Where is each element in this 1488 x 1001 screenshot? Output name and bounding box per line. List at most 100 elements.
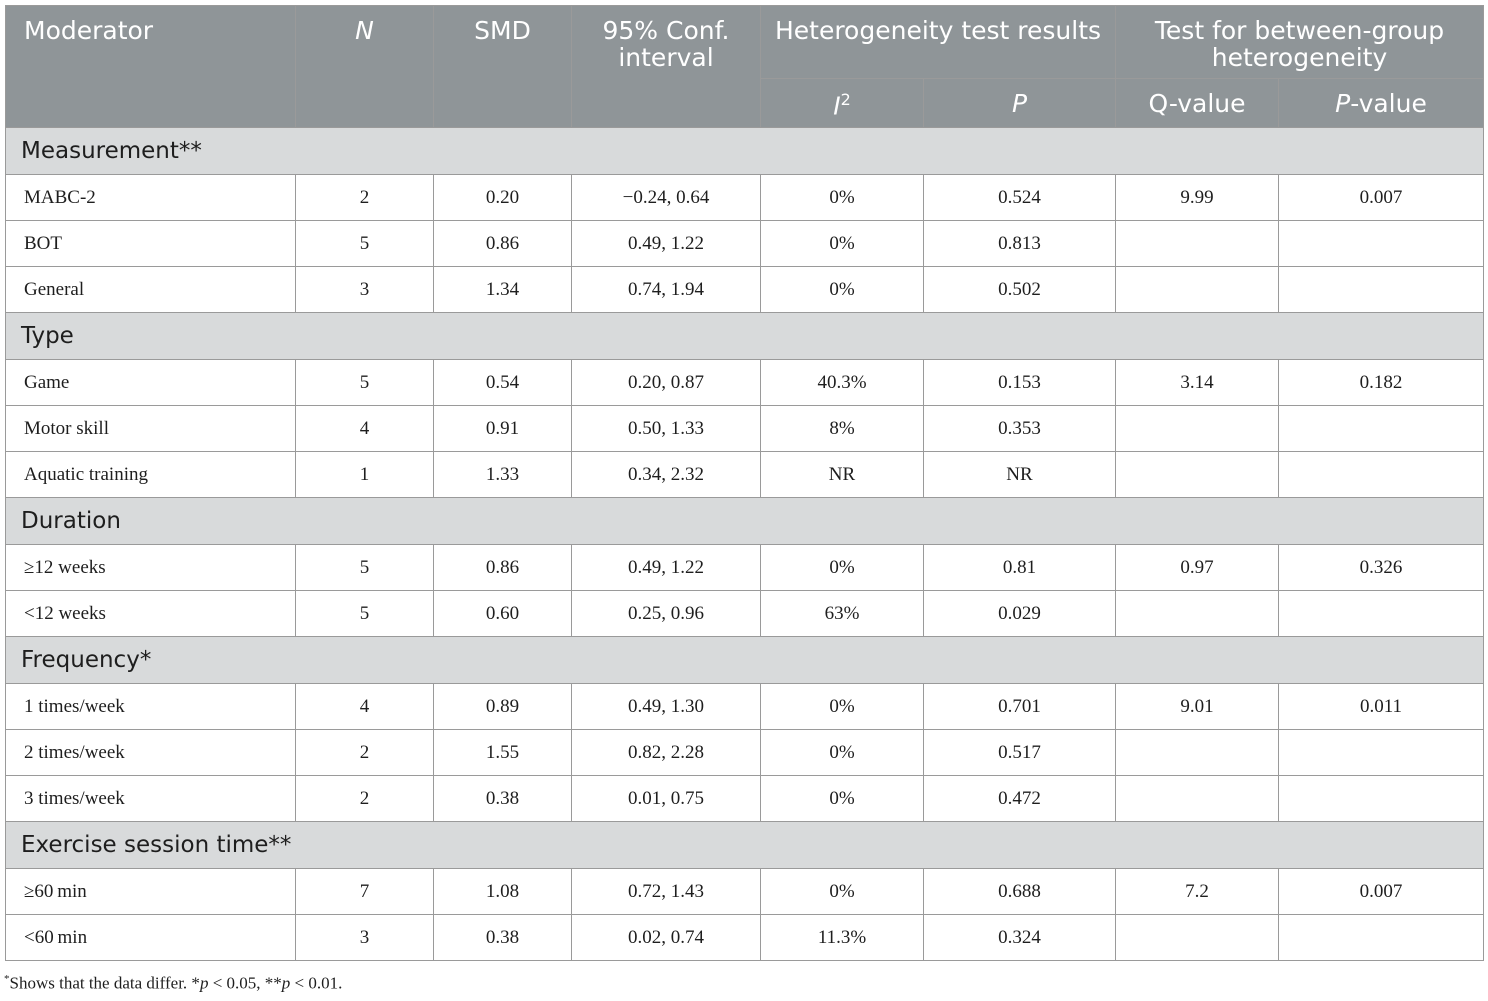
moderator-analysis-table: Moderator N SMD 95% Conf. interval Heter… [4,5,1485,961]
table-row: <60 min 3 0.38 0.02, 0.74 11.3% 0.324 [5,914,1485,961]
row-label: ≥12 weeks [5,544,296,591]
cell-ci: 0.01, 0.75 [571,775,761,822]
header-i-symbol: I [833,91,841,121]
cell-p-value [1277,451,1485,498]
cell-n: 5 [295,544,434,591]
cell-i-squared: 11.3% [760,914,924,961]
table-row: 2 times/week 2 1.55 0.82, 2.28 0% 0.517 [5,729,1485,776]
section-header-row: Frequency* [4,636,1485,684]
row-label: MABC-2 [5,174,296,221]
cell-i-squared: 40.3% [760,359,924,406]
header-heterogeneity: Heterogeneity test results [760,5,1116,79]
footnote-text3: < 0.01. [290,973,343,993]
cell-i-squared: 0% [760,729,924,776]
section-header-row: Measurement** [4,127,1485,175]
cell-i-squared: 0% [760,220,924,267]
cell-i-squared: 0% [760,544,924,591]
cell-p: 0.701 [923,683,1116,730]
row-label: BOT [5,220,296,267]
header-p: P [923,78,1116,128]
cell-p-value [1277,590,1485,637]
section-header-row: Exercise session time** [4,821,1485,869]
header-confidence-interval: 95% Conf. interval [571,5,761,128]
row-label: <12 weeks [5,590,296,637]
footnote-text1: Shows that the data differ. * [9,973,200,993]
cell-p-value [1277,914,1485,961]
cell-p-value [1277,220,1485,267]
cell-q-value [1115,451,1279,498]
cell-ci: 0.74, 1.94 [571,266,761,313]
cell-p-value: 0.007 [1277,174,1485,221]
cell-n: 2 [295,775,434,822]
footnote-text2: < 0.05, ** [208,973,282,993]
cell-q-value: 7.2 [1115,868,1279,915]
cell-ci: 0.20, 0.87 [571,359,761,406]
table-row: Game 5 0.54 0.20, 0.87 40.3% 0.153 3.14 0.182 [5,359,1485,406]
cell-q-value: 9.01 [1115,683,1279,730]
cell-p-value: 0.182 [1277,359,1485,406]
cell-p: 0.81 [923,544,1116,591]
cell-q-value: 3.14 [1115,359,1279,406]
cell-smd: 1.55 [433,729,572,776]
cell-n: 7 [295,868,434,915]
header-n: N [295,5,434,128]
cell-ci: 0.34, 2.32 [571,451,761,498]
cell-p: 0.472 [923,775,1116,822]
cell-n: 1 [295,451,434,498]
table-body: Measurement** MABC-2 2 0.20 −0.24, 0.64 0% 0.5… [4,127,1485,961]
cell-p-value [1277,729,1485,776]
cell-p-value [1277,405,1485,452]
cell-smd: 0.91 [433,405,572,452]
row-label: Aquatic training [5,451,296,498]
cell-smd: 0.54 [433,359,572,406]
cell-q-value [1115,266,1279,313]
row-label: 1 times/week [5,683,296,730]
header-p-value-rest: -value [1350,88,1427,118]
cell-smd: 1.34 [433,266,572,313]
header-i-superscript: 2 [840,90,851,110]
table-row: MABC-2 2 0.20 −0.24, 0.64 0% 0.524 9.99 0.007 [5,174,1485,221]
cell-smd: 1.33 [433,451,572,498]
table-footnote: *Shows that the data differ. *p < 0.05, … [4,973,342,994]
row-label: Motor skill [5,405,296,452]
header-smd: SMD [433,5,572,128]
cell-smd: 0.60 [433,590,572,637]
table-row: ≥60 min 7 1.08 0.72, 1.43 0% 0.688 7.2 0.007 [5,868,1485,915]
cell-n: 4 [295,405,434,452]
section-title: Duration [4,497,1485,545]
cell-p: 0.524 [923,174,1116,221]
header-p-value: P-value [1277,78,1485,128]
cell-q-value [1115,590,1279,637]
cell-i-squared: 0% [760,868,924,915]
cell-q-value [1115,729,1279,776]
table-header: Moderator N SMD 95% Conf. interval Heter… [5,5,1485,128]
table-row: 3 times/week 2 0.38 0.01, 0.75 0% 0.472 [5,775,1485,822]
section-title: Measurement** [4,127,1485,175]
cell-p-value: 0.326 [1277,544,1485,591]
cell-p: 0.813 [923,220,1116,267]
row-label: <60 min [5,914,296,961]
cell-q-value [1115,220,1279,267]
cell-ci: 0.49, 1.30 [571,683,761,730]
cell-p: 0.029 [923,590,1116,637]
cell-i-squared: 0% [760,683,924,730]
cell-q-value [1115,914,1279,961]
cell-p: 0.517 [923,729,1116,776]
cell-n: 5 [295,220,434,267]
section-title: Frequency* [4,636,1485,684]
cell-p-value: 0.007 [1277,868,1485,915]
section-title: Type [4,312,1485,360]
cell-n: 5 [295,359,434,406]
row-label: 2 times/week [5,729,296,776]
cell-ci: 0.49, 1.22 [571,544,761,591]
header-i-squared: I2 [760,78,924,128]
cell-ci: 0.82, 2.28 [571,729,761,776]
table-row: Motor skill 4 0.91 0.50, 1.33 8% 0.353 [5,405,1485,452]
footnote-p1: p [199,973,209,993]
cell-q-value [1115,405,1279,452]
cell-ci: 0.49, 1.22 [571,220,761,267]
cell-n: 2 [295,174,434,221]
row-label: General [5,266,296,313]
table-row: ≥12 weeks 5 0.86 0.49, 1.22 0% 0.81 0.97 0.326 [5,544,1485,591]
cell-n: 5 [295,590,434,637]
